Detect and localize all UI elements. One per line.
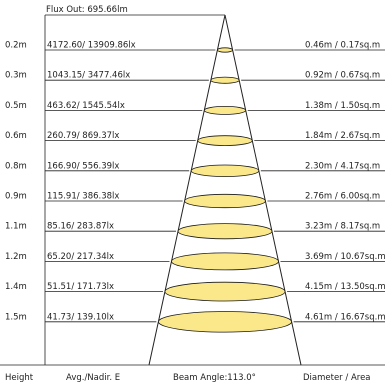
diameter-area-label: 3.23m / 8.17sq.m xyxy=(305,222,380,232)
beam-spot xyxy=(157,311,293,333)
illuminance-label: 51.51/ 171.73lx xyxy=(47,282,114,292)
illuminance-label: 65.20/ 217.34lx xyxy=(47,252,114,262)
illuminance-label: 115.91/ 386.38lx xyxy=(47,192,119,202)
illuminance-label: 463.62/ 1545.54lx xyxy=(47,101,125,111)
beam-spot xyxy=(197,135,253,146)
beam-spot xyxy=(184,193,266,209)
beam-spot xyxy=(177,223,273,240)
height-column-label: Height xyxy=(5,373,34,383)
illuminance-label: 85.16/ 283.87lx xyxy=(47,222,114,232)
diameter-area-column-label: Diameter / Area xyxy=(303,373,371,383)
beam-spot xyxy=(203,106,247,115)
illuminance-column-label: Avg./Nadir. E xyxy=(66,373,120,383)
illuminance-label: 4172.60/ 13909.86lx xyxy=(47,41,136,51)
diameter-area-label: 2.30m / 4.17sq.m xyxy=(305,161,380,171)
diagram-lines xyxy=(0,14,385,366)
illuminance-label: 41.73/ 139.10lx xyxy=(47,312,114,322)
illuminance-label: 260.79/ 869.37lx xyxy=(47,131,119,141)
diameter-area-label: 1.38m / 1.50sq.m xyxy=(305,101,380,111)
height-label: 0.3m xyxy=(5,71,27,81)
beam-spots xyxy=(157,47,293,333)
flux-out-label: Flux Out: 695.66lm xyxy=(46,5,128,15)
height-label: 0.9m xyxy=(5,192,27,202)
diameter-area-label: 0.92m / 0.67sq.m xyxy=(305,71,380,81)
height-label: 0.5m xyxy=(5,101,27,111)
beam-spot xyxy=(216,47,233,53)
height-label: 1.1m xyxy=(5,222,27,232)
beam-edge-right xyxy=(224,14,302,366)
diameter-area-label: 4.61m / 16.67sq.m xyxy=(305,312,385,322)
beam-spot xyxy=(171,252,279,271)
diameter-area-label: 2.76m / 6.00sq.m xyxy=(305,192,380,202)
beam-spot xyxy=(210,76,240,84)
diameter-area-label: 0.46m / 0.17sq.m xyxy=(305,41,380,51)
illuminance-label: 1043.15/ 3477.46lx xyxy=(47,71,130,81)
height-label: 0.6m xyxy=(5,131,27,141)
illuminance-label: 166.90/ 556.39lx xyxy=(47,161,119,171)
height-label: 0.2m xyxy=(5,41,27,51)
height-label: 0.8m xyxy=(5,161,27,171)
diameter-area-label: 3.69m / 10.67sq.m xyxy=(305,252,385,262)
diameter-area-label: 4.15m / 13.50sq.m xyxy=(305,282,385,292)
beam-edge-left xyxy=(148,14,226,366)
row-labels: 0.2m 4172.60/ 13909.86lx 0.46m / 0.17sq.m 0… xyxy=(5,41,385,323)
diameter-area-label: 1.84m / 2.67sq.m xyxy=(305,131,380,141)
beam-spot xyxy=(190,164,260,178)
beam-spot xyxy=(164,281,286,302)
height-label: 1.5m xyxy=(5,312,27,322)
height-label: 1.4m xyxy=(5,282,27,292)
height-label: 1.2m xyxy=(5,252,27,262)
beam-angle-label: Beam Angle:113.0° xyxy=(173,373,256,383)
